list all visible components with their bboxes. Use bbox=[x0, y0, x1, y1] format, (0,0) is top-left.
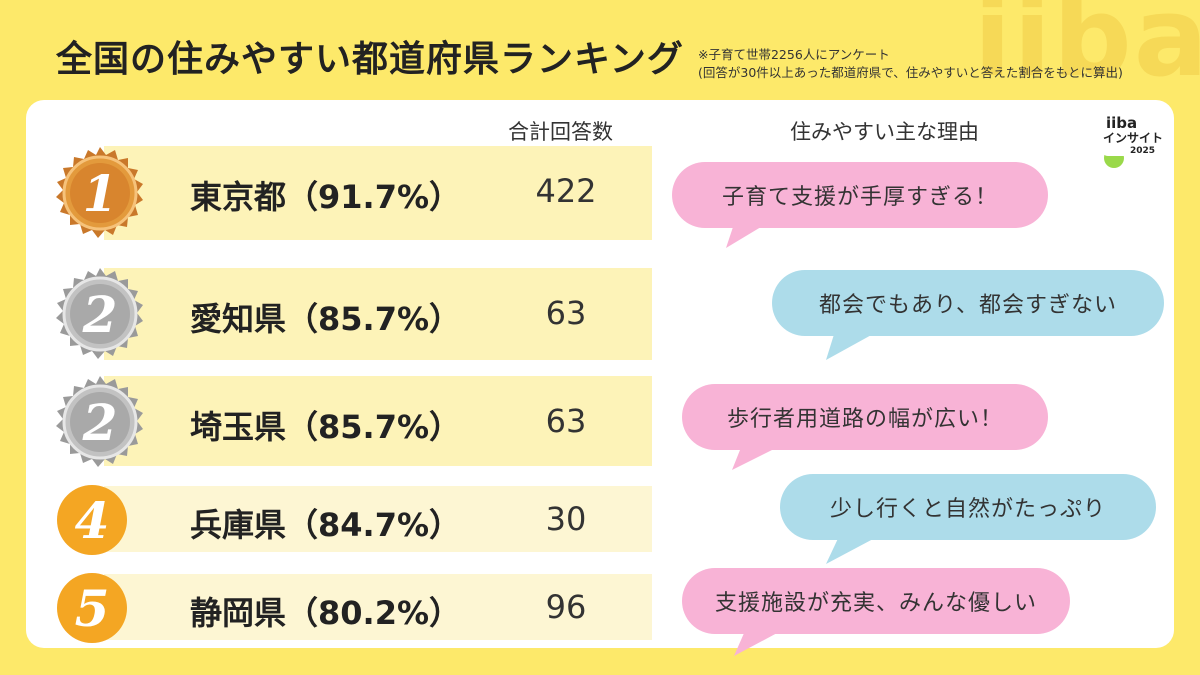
reason-bubble: 都会でもあり、都会すぎない bbox=[772, 270, 1164, 336]
response-count: 96 bbox=[545, 588, 587, 626]
response-count: 63 bbox=[545, 294, 587, 332]
prefecture-name: 静岡県（80.2%） bbox=[190, 594, 462, 632]
reason-bubble: 少し行くと自然がたっぷり bbox=[780, 474, 1156, 540]
prefecture-name: 愛知県（85.7%） bbox=[190, 300, 462, 338]
bubble-tail bbox=[826, 328, 884, 360]
table-row bbox=[104, 574, 652, 640]
rank-number: 1 bbox=[83, 164, 118, 223]
rank-number: 2 bbox=[82, 285, 118, 344]
watermark-logo: iiba bbox=[973, 0, 1200, 101]
prefecture-name: 兵庫県（84.7%） bbox=[190, 506, 462, 544]
orange-circle-icon: 5 bbox=[56, 572, 128, 644]
column-header-count: 合計回答数 bbox=[508, 120, 613, 144]
rank-number: 4 bbox=[75, 491, 110, 550]
rank-number: 2 bbox=[82, 393, 118, 452]
response-count: 422 bbox=[535, 172, 597, 210]
table-row bbox=[104, 268, 652, 360]
silver-medal-icon: 2 bbox=[52, 266, 148, 362]
response-count: 30 bbox=[545, 500, 587, 538]
survey-note-line1: ※子育て世帯2256人にアンケート bbox=[698, 47, 890, 62]
table-row bbox=[104, 486, 652, 552]
prefecture-name: 東京都（91.7%） bbox=[190, 178, 462, 216]
gold-medal-icon: 1 bbox=[52, 145, 148, 241]
table-row bbox=[104, 146, 652, 240]
survey-note-line2: (回答が30件以上あった都道府県で、住みやすいと答えた割合をもとに算出) bbox=[698, 65, 1123, 80]
iiba-insight-logo: iiba インサイト 2025 bbox=[1100, 108, 1166, 174]
rank-number: 5 bbox=[75, 579, 110, 638]
page-title: 全国の住みやすい都道府県ランキング bbox=[56, 39, 684, 80]
survey-note: ※子育て世帯2256人にアンケート (回答が30件以上あった都道府県で、住みやす… bbox=[698, 46, 1123, 82]
logo-brand: iiba bbox=[1106, 114, 1137, 132]
reason-bubble: 子育て支援が手厚すぎる！ bbox=[672, 162, 1048, 228]
column-header-reason: 住みやすい主な理由 bbox=[790, 120, 979, 144]
logo-year: 2025 bbox=[1130, 146, 1155, 156]
reason-bubble: 歩行者用道路の幅が広い！ bbox=[682, 384, 1048, 450]
orange-circle-icon: 4 bbox=[56, 484, 128, 556]
response-count: 63 bbox=[545, 402, 587, 440]
prefecture-name: 埼玉県（85.7%） bbox=[190, 408, 462, 446]
silver-medal-icon: 2 bbox=[52, 374, 148, 470]
table-row bbox=[104, 376, 652, 466]
logo-label: インサイト bbox=[1103, 131, 1163, 145]
reason-bubble: 支援施設が充実、みんな優しい bbox=[682, 568, 1070, 634]
